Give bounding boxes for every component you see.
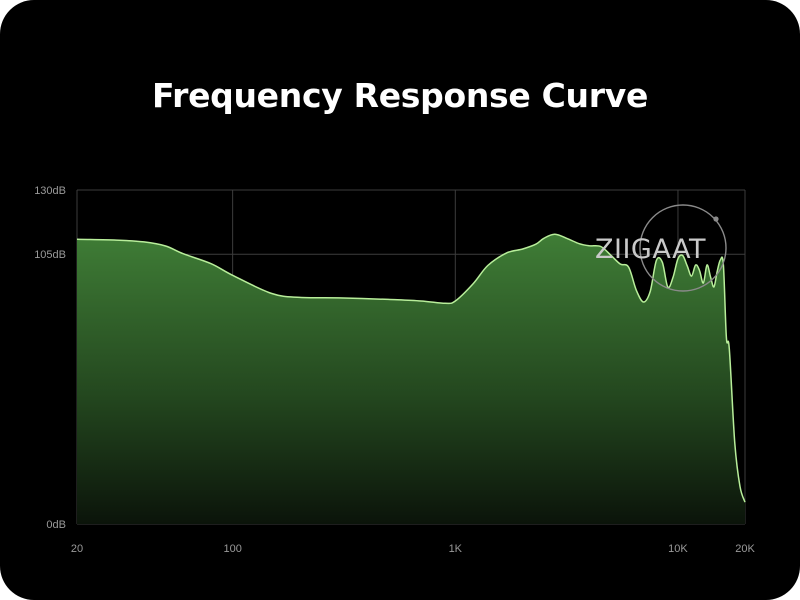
y-tick-label: 130dB xyxy=(34,185,66,197)
y-tick-label: 105dB xyxy=(34,249,66,261)
x-tick-label: 20K xyxy=(735,543,755,555)
x-tick-label: 1K xyxy=(449,543,463,555)
logo-text: ZIIGAAT xyxy=(595,234,706,265)
logo-dot xyxy=(713,216,719,222)
response-area xyxy=(76,233,746,524)
x-axis-labels: 20 100 1K 10K 20K xyxy=(71,543,756,555)
chart-title: Frequency Response Curve xyxy=(151,76,649,115)
x-tick-label: 10K xyxy=(668,543,688,555)
y-tick-label: 0dB xyxy=(46,519,66,531)
x-tick-label: 20 xyxy=(71,543,83,555)
logo-ring xyxy=(639,204,727,292)
ziigaat-logo: ZIIGAAT xyxy=(595,204,727,292)
response-fill xyxy=(77,234,745,524)
y-axis-labels: 0dB 105dB 130dB xyxy=(34,185,66,531)
x-tick-label: 100 xyxy=(223,543,241,555)
response-line xyxy=(76,233,746,503)
